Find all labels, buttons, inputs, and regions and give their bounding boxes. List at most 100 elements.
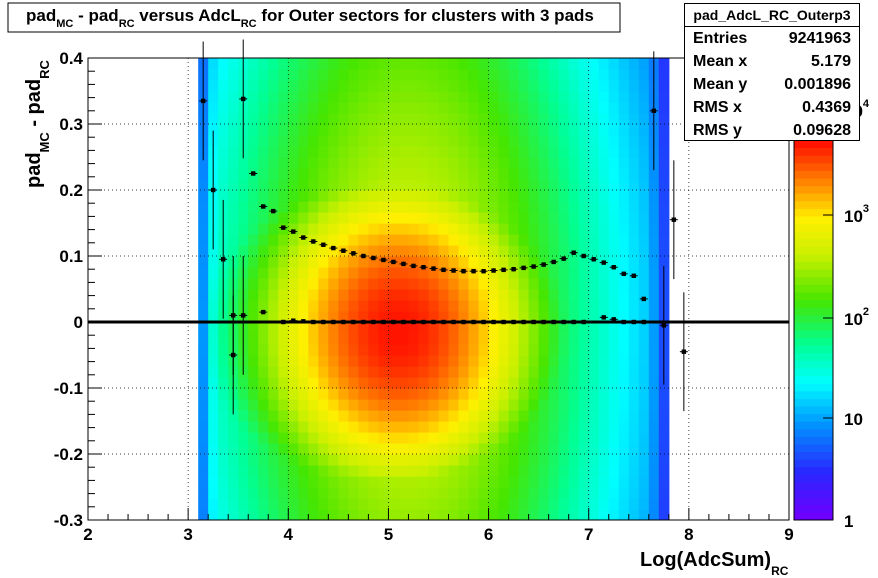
heatmap-cell [318,432,329,444]
heatmap-cell [318,465,329,477]
heatmap-cell [288,388,299,400]
heatmap-cell [338,135,349,147]
heatmap-cell [628,113,640,125]
heatmap-cell [478,190,490,202]
heatmap-cell [608,410,620,422]
heatmap-cell [598,289,610,301]
heatmap-cell [348,388,359,400]
heatmap-cell [628,278,640,290]
heatmap-cell [488,355,500,367]
heatmap-cell [478,69,490,81]
heatmap-cell [338,223,349,235]
heatmap-cell [628,201,640,213]
heatmap-cell [588,399,600,411]
heatmap-cell [208,300,219,312]
heatmap-cell [498,201,510,213]
heatmap-cell [598,344,610,356]
heatmap-cell [298,300,309,312]
heatmap-cell [458,399,470,411]
heatmap-cell [498,135,510,147]
heatmap-cell [418,135,430,147]
heatmap-cell [258,256,269,268]
heatmap-cell [578,333,590,345]
heatmap-cell [528,91,540,103]
heatmap-cell [558,113,570,125]
heatmap-cell [218,58,229,70]
heatmap-cell [348,157,359,169]
heatmap-cell [288,212,299,224]
heatmap-cell [488,333,500,345]
heatmap-cell [338,487,349,499]
heatmap-cell [548,113,560,125]
heatmap-cell [378,366,389,378]
heatmap-cell [418,344,430,356]
heatmap-cell [518,245,530,257]
heatmap-cell [438,454,450,466]
heatmap-cell [558,355,570,367]
heatmap-cell [598,146,610,158]
heatmap-cell [578,443,590,455]
heatmap-cell [598,102,610,114]
heatmap-cell [358,465,369,477]
heatmap-cell [258,80,269,92]
heatmap-cell [198,157,209,169]
heatmap-cell [618,58,630,70]
heatmap-cell [458,344,470,356]
heatmap-cell [398,498,409,510]
heatmap-cell [448,421,460,433]
heatmap-cell [498,300,510,312]
heatmap-cell [318,487,329,499]
heatmap-cell [318,124,329,136]
heatmap-cell [598,399,610,411]
heatmap-cell [328,135,339,147]
heatmap-cell [368,443,379,455]
heatmap-cell [258,355,269,367]
heatmap-cell [538,289,550,301]
heatmap-cell [518,476,530,488]
heatmap-cell [238,476,249,488]
heatmap-cell [338,399,349,411]
heatmap-cell [298,278,309,290]
heatmap-cell [598,410,610,422]
heatmap-cell [618,443,630,455]
heatmap-cell [428,190,440,202]
heatmap-cell [278,388,289,400]
heatmap-cell [648,399,660,411]
palette-swatch [794,155,833,164]
heatmap-cell [648,322,660,334]
heatmap-cell [198,344,209,356]
heatmap-cell [358,113,369,125]
heatmap-cell [498,245,510,257]
heatmap-cell [338,465,349,477]
heatmap-cell [408,223,420,235]
heatmap-cell [238,509,249,520]
mean-profile-point [611,265,616,270]
heatmap-cell [538,454,550,466]
heatmap-cell [218,410,229,422]
heatmap-cell [298,113,309,125]
heatmap-cell [628,509,640,520]
heatmap-cell [478,234,490,246]
heatmap-cell [268,212,279,224]
heatmap-cell [538,80,550,92]
heatmap-cell [268,289,279,301]
heatmap-cell [258,498,269,510]
heatmap-cell [408,102,420,114]
heatmap-cell [658,432,670,444]
heatmap-cell [538,443,550,455]
heatmap-cell [428,267,440,279]
heatmap-cell [328,146,339,158]
heatmap-cell [508,190,520,202]
heatmap-cell [548,333,560,345]
heatmap-cell [538,245,550,257]
heatmap-cell [648,377,660,389]
heatmap-cell [368,212,379,224]
heatmap-cell [418,300,430,312]
heatmap-cell [638,168,650,180]
heatmap-cell [378,509,389,520]
heatmap-cell [468,300,480,312]
heatmap-cell [418,355,430,367]
heatmap-cell [338,289,349,301]
heatmap-cell [558,212,570,224]
heatmap-cell [568,344,580,356]
